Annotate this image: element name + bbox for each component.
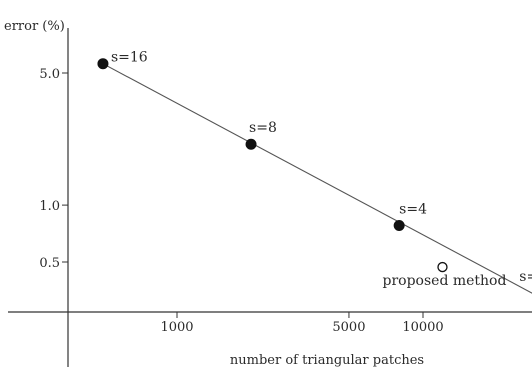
point-label: s=16	[111, 50, 148, 66]
proposed-method-point	[437, 261, 448, 273]
fit-line	[102, 63, 532, 294]
y-tick-label: 1.0	[39, 199, 60, 214]
point-label: s=8	[249, 120, 277, 136]
data-point	[393, 219, 405, 231]
proposed-method-label: proposed method	[383, 273, 507, 289]
x-tick-label: 5000	[332, 320, 365, 335]
ticks: 0.5 1.0 5.0 1000 5000 10000	[39, 67, 443, 335]
data-marks: s=16 s=8 s=4 s=2 proposed method	[97, 50, 532, 294]
x-axis-label: number of triangular patches	[230, 353, 424, 367]
x-tick-label: 10000	[402, 320, 443, 335]
point-label: s=2	[519, 269, 532, 285]
x-tick-label: 1000	[160, 320, 193, 335]
data-point	[97, 58, 109, 70]
y-tick-label: 0.5	[39, 256, 60, 271]
y-axis-label: error (%)	[4, 19, 65, 34]
point-label: s=4	[399, 201, 427, 217]
chart-axes	[8, 28, 532, 367]
data-point	[245, 138, 257, 150]
y-tick-label: 5.0	[39, 67, 60, 82]
